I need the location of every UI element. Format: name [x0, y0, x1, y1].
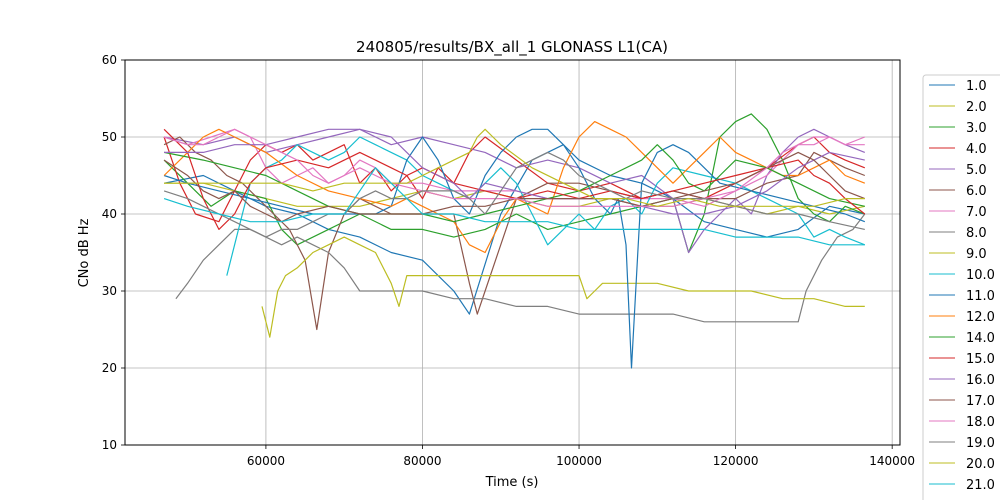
plot-frame	[124, 59, 901, 446]
legend-label: 21.0	[966, 478, 995, 493]
legend-label: 12.0	[966, 310, 995, 325]
legend-label: 3.0	[966, 121, 987, 136]
series-line-12.0	[163, 121, 866, 254]
y-tick-label: 20	[102, 361, 117, 375]
series-line-1.0	[163, 144, 865, 315]
legend: 1.0 2.0 3.0 4.0 5.0 6.0 7.0 8.0 9.0 10.0 11.0 12.0 1…	[922, 74, 1000, 500]
y-axis-label: CNo dB Hz	[77, 218, 92, 287]
x-tick-label: 140000	[869, 454, 915, 468]
series-line-5.0	[163, 128, 866, 254]
y-tick-label: 40	[102, 207, 117, 221]
y-tick-label: 30	[102, 284, 117, 298]
series-line-20.0	[164, 128, 865, 207]
x-tick-label: 120000	[713, 454, 759, 468]
legend-label: 2.0	[966, 100, 987, 115]
legend-label: 6.0	[966, 184, 987, 199]
legend-label: 11.0	[966, 289, 995, 304]
legend-label: 8.0	[966, 226, 987, 241]
legend-label: 17.0	[966, 394, 995, 409]
y-tick-label: 10	[102, 438, 117, 452]
legend-label: 14.0	[966, 331, 995, 346]
legend-label: 10.0	[966, 268, 995, 283]
legend-label: 1.0	[966, 79, 987, 94]
series-line-9.0	[261, 236, 865, 338]
series-line-19.0	[163, 151, 865, 238]
x-tick-label: 60000	[247, 454, 285, 468]
legend-label: 7.0	[966, 205, 987, 220]
x-tick-label: 80000	[403, 454, 441, 468]
series-line-18.0	[163, 128, 866, 207]
y-tick-label: 50	[102, 130, 117, 144]
x-tick-label: 100000	[556, 454, 602, 468]
legend-frame	[922, 74, 1000, 500]
legend-label: 20.0	[966, 457, 995, 472]
y-axis-ticks: 10 20 30 40 50 60	[102, 53, 125, 452]
legend-label: 15.0	[966, 352, 995, 367]
x-axis-label: Time (s)	[485, 475, 539, 490]
chart-title: 240805/results/BX_all_1 GLONASS L1(CA)	[356, 38, 668, 57]
legend-label: 19.0	[966, 436, 995, 451]
series-line-17.0	[163, 151, 866, 223]
series-line-11.0	[163, 128, 866, 369]
x-axis-ticks: 60000 80000 100000 120000 140000	[247, 445, 915, 468]
legend-label: 5.0	[966, 163, 987, 178]
legend-label: 4.0	[966, 142, 987, 157]
series-line-16.0	[164, 128, 865, 215]
legend-label: 16.0	[966, 373, 995, 388]
legend-label: 18.0	[966, 415, 995, 430]
series-line-10.0	[226, 136, 866, 276]
series-line-15.0	[163, 128, 866, 230]
legend-items: 1.0 2.0 3.0 4.0 5.0 6.0 7.0 8.0 9.0 10.0 11.0 12.0 1…	[929, 79, 995, 493]
series-line-21.0	[163, 167, 865, 246]
gridlines	[125, 59, 900, 446]
y-tick-label: 60	[102, 53, 117, 67]
series-lines	[163, 113, 866, 369]
legend-label: 9.0	[966, 247, 987, 262]
